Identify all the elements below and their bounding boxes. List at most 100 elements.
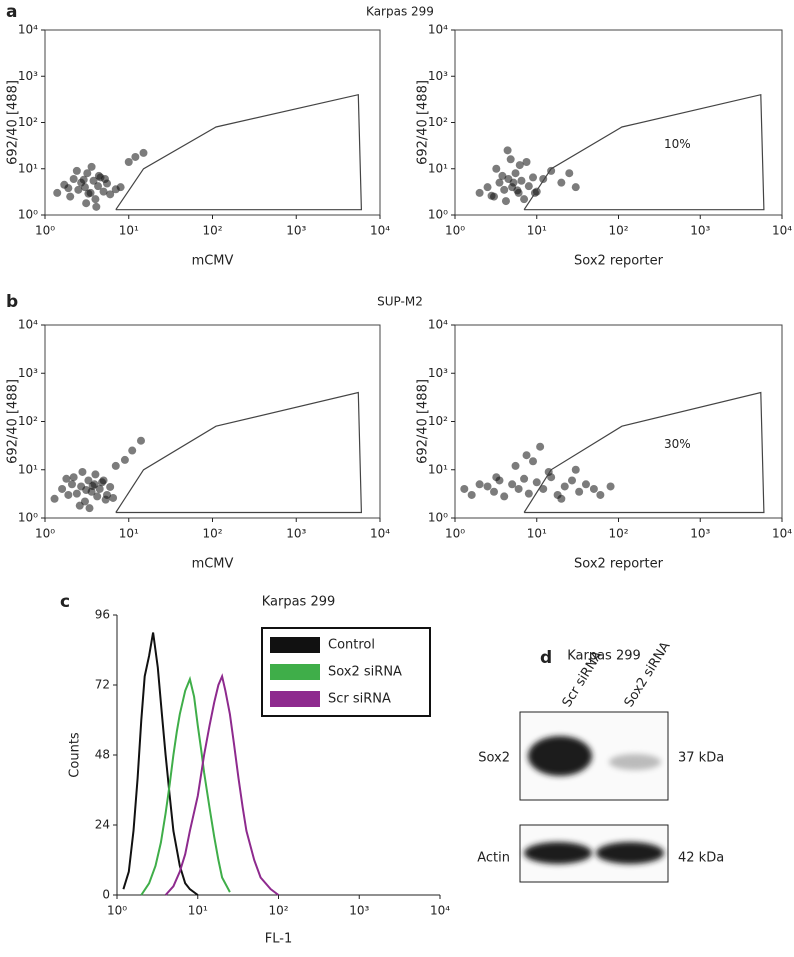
cell-dot <box>75 501 84 510</box>
panel-label: d <box>540 648 552 668</box>
cell-dot <box>83 169 92 178</box>
x-tick-label: 10⁰ <box>445 224 465 238</box>
cell-dot <box>50 494 59 503</box>
x-tick-label: 10³ <box>349 904 369 918</box>
cell-dot <box>503 146 512 155</box>
x-tick-label: 10² <box>608 527 628 541</box>
row-label: Sox2 <box>478 751 510 766</box>
cell-dot <box>568 476 577 485</box>
x-tick-label: 10¹ <box>527 527 547 541</box>
cell-dot <box>101 495 110 504</box>
x-tick-label: 10⁰ <box>107 904 127 918</box>
cell-dot <box>131 152 140 161</box>
cell-dot <box>109 493 118 502</box>
x-tick-label: 10³ <box>286 224 306 238</box>
x-tick-label: 10⁰ <box>445 527 465 541</box>
cell-dot <box>517 176 526 185</box>
cell-dot <box>487 191 496 200</box>
blot-title: Karpas 299 <box>567 649 641 664</box>
panel-title: Karpas 299 <box>366 5 434 19</box>
y-tick-label: 10³ <box>18 69 38 83</box>
cell-dot <box>511 461 520 470</box>
cell-dot <box>490 487 499 496</box>
y-tick-label: 10⁰ <box>428 511 448 525</box>
panel-label: a <box>6 2 17 22</box>
y-tick-label: 10¹ <box>18 462 38 476</box>
x-tick-label: 10³ <box>690 224 710 238</box>
cell-dot <box>475 188 484 197</box>
cell-dot <box>111 461 120 470</box>
cell-dot <box>500 492 509 501</box>
y-tick-label: 10² <box>428 115 448 129</box>
cell-dot <box>606 482 615 491</box>
cell-dot <box>514 484 523 493</box>
plot-frame <box>44 324 381 519</box>
cell-dot <box>529 457 538 466</box>
cell-dot <box>58 484 67 493</box>
cell-dot <box>136 436 145 445</box>
cell-dot <box>509 178 518 187</box>
cell-dot <box>92 202 101 211</box>
y-tick-label: 72 <box>95 678 110 692</box>
x-tick-label: 10⁴ <box>370 224 390 238</box>
cell-dot <box>524 182 533 191</box>
cell-dot <box>520 474 529 483</box>
cell-dot <box>80 183 89 192</box>
y-tick-label: 10² <box>18 414 38 428</box>
cell-dot <box>106 190 115 199</box>
cell-dot <box>91 195 100 204</box>
cell-dot <box>116 183 125 192</box>
gate <box>115 93 363 211</box>
cell-dot <box>93 492 102 501</box>
cell-dot <box>82 486 91 495</box>
y-tick-label: 10¹ <box>428 161 448 175</box>
cell-dot <box>596 490 605 499</box>
histogram-line <box>122 632 199 896</box>
y-tick-label: 10² <box>428 414 448 428</box>
cell-dot <box>557 494 566 503</box>
x-tick-label: 10¹ <box>527 224 547 238</box>
cell-dot <box>99 187 108 196</box>
gate <box>523 93 765 211</box>
y-tick-label: 10⁴ <box>18 318 38 332</box>
cell-dot <box>64 184 73 193</box>
x-tick-label: 10⁴ <box>772 527 792 541</box>
y-tick-label: 0 <box>102 888 110 902</box>
x-tick-label: 10³ <box>690 527 710 541</box>
x-axis-label: mCMV <box>192 557 234 572</box>
x-tick-label: 10² <box>268 904 288 918</box>
legend-label: Sox2 siRNA <box>328 665 402 680</box>
y-tick-label: 96 <box>95 608 110 622</box>
cell-dot <box>88 482 97 491</box>
histogram-line <box>140 675 231 896</box>
cell-dot <box>511 169 520 178</box>
cell-dot <box>529 173 538 182</box>
cell-dot <box>495 178 504 187</box>
cell-dot <box>78 467 87 476</box>
x-tick-label: 10⁴ <box>370 527 390 541</box>
y-axis-label: Counts <box>68 732 83 778</box>
x-tick-label: 10² <box>202 224 222 238</box>
y-tick-label: 24 <box>95 818 110 832</box>
y-tick-label: 10³ <box>428 69 448 83</box>
y-tick-label: 10¹ <box>428 462 448 476</box>
panel-label: c <box>60 592 70 612</box>
x-axis-label: Sox2 reporter <box>574 557 664 572</box>
cell-dot <box>72 489 81 498</box>
gate <box>523 391 765 514</box>
y-tick-label: 10⁰ <box>18 208 38 222</box>
x-axis-label: Sox2 reporter <box>574 254 664 269</box>
cell-dot <box>575 487 584 496</box>
cell-dot <box>513 186 522 195</box>
cell-dot <box>66 192 75 201</box>
cell-dot <box>94 171 103 180</box>
x-tick-label: 10⁴ <box>430 904 450 918</box>
cell-dot <box>69 473 78 482</box>
x-tick-label: 10⁰ <box>35 224 55 238</box>
cell-dot <box>69 175 78 184</box>
cell-dot <box>94 182 103 191</box>
y-tick-label: 10¹ <box>18 161 38 175</box>
size-label: 42 kDa <box>678 851 724 866</box>
